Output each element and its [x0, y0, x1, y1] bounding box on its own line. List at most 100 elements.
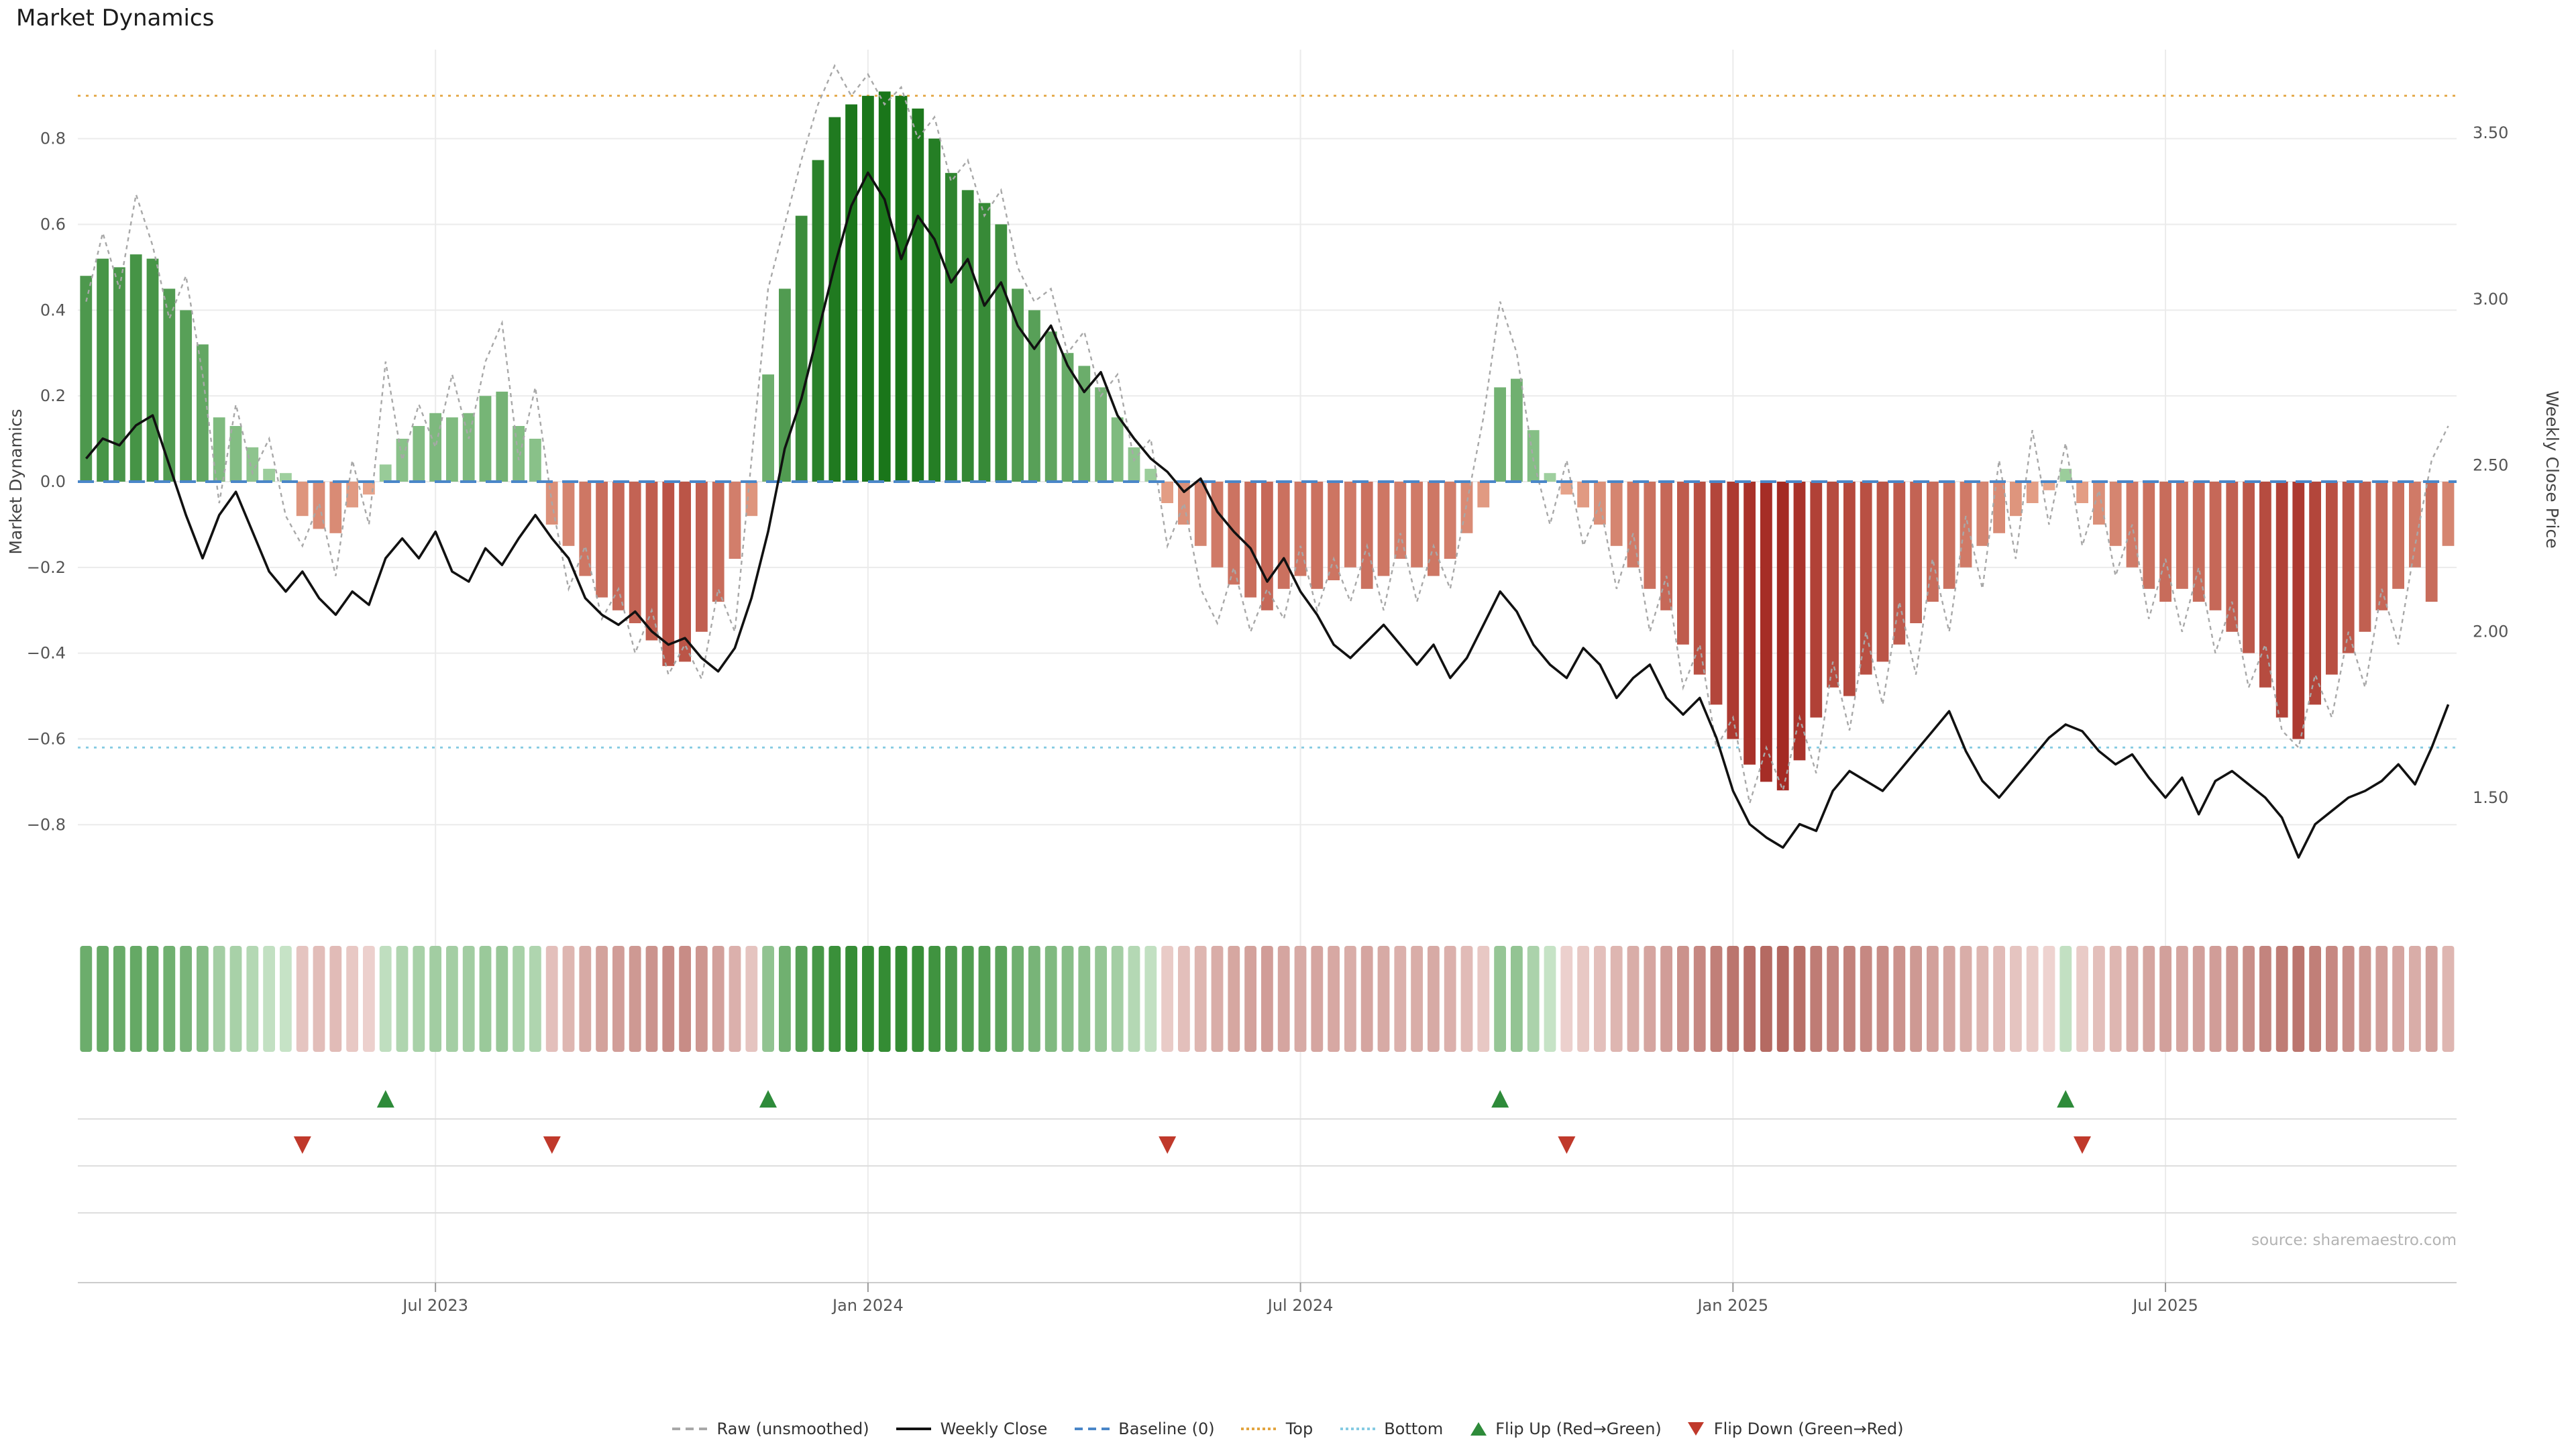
heatmap-cell: [2259, 946, 2271, 1052]
heatmap-cell: [1411, 946, 1423, 1052]
dynamics-bar: [513, 426, 525, 482]
dynamics-bar: [1910, 482, 1922, 623]
heatmap-cell: [1860, 946, 1872, 1052]
dynamics-bar: [1760, 482, 1772, 782]
heatmap-cell: [1477, 946, 1490, 1052]
bottom-legend-line-icon: [1340, 1428, 1375, 1430]
heatmap-cell: [662, 946, 675, 1052]
heatmap-cell: [545, 946, 558, 1052]
dynamics-bar: [1660, 482, 1672, 610]
dynamics-bar: [1860, 482, 1872, 675]
dynamics-bar: [2425, 482, 2438, 602]
source-text: source: sharemaestro.com: [2251, 1232, 2457, 1249]
dynamics-bar: [662, 482, 675, 666]
dynamics-bar: [1111, 417, 1124, 482]
dynamics-bar: [146, 258, 159, 482]
dynamics-bar: [596, 482, 608, 598]
dynamics-bar: [1411, 482, 1423, 568]
heatmap-cell: [329, 946, 342, 1052]
heatmap-cell: [912, 946, 924, 1052]
dynamics-bar: [329, 482, 342, 533]
heatmap-cell: [2176, 946, 2188, 1052]
heatmap-cell: [1261, 946, 1273, 1052]
dynamics-bar: [2309, 482, 2321, 705]
dynamics-bar: [912, 108, 924, 482]
dynamics-bar: [1277, 482, 1290, 589]
dynamics-bar: [1743, 482, 1756, 765]
legend-item-flip-down[interactable]: Flip Down (Green→Red): [1688, 1419, 1904, 1438]
flip-up-marker: [2057, 1090, 2075, 1108]
legend-item-weekly-close[interactable]: Weekly Close: [896, 1419, 1047, 1438]
heatmap-cell: [363, 946, 375, 1052]
legend-item-top[interactable]: Top: [1241, 1419, 1313, 1438]
dynamics-bar: [1012, 288, 1024, 482]
legend-item-flip-up[interactable]: Flip Up (Red→Green): [1470, 1419, 1662, 1438]
dynamics-bar: [180, 310, 192, 482]
heatmap-cell: [1044, 946, 1057, 1052]
y-axis-tick-label: 0.6: [40, 215, 66, 233]
x-axis-tick-label: Jul 2024: [1267, 1296, 1334, 1315]
legend-item-bottom[interactable]: Bottom: [1340, 1419, 1443, 1438]
legend-item-raw[interactable]: Raw (unsmoothed): [672, 1419, 869, 1438]
dynamics-bar: [1827, 482, 1839, 688]
dynamics-bar: [612, 482, 625, 610]
heatmap-cell: [1394, 946, 1407, 1052]
heatmap-cell: [812, 946, 824, 1052]
heatmap-cell: [2409, 946, 2421, 1052]
baseline-legend-line-icon: [1074, 1428, 1110, 1430]
dynamics-bar: [1095, 387, 1107, 482]
heatmap-cell: [2342, 946, 2355, 1052]
heatmap-cell: [429, 946, 441, 1052]
dynamics-bar: [895, 95, 908, 482]
heatmap-cell: [745, 946, 758, 1052]
heatmap-cell: [2375, 946, 2388, 1052]
dynamics-bar: [2392, 482, 2404, 589]
heatmap-cell: [645, 946, 658, 1052]
heatmap-cell: [2226, 946, 2239, 1052]
dynamics-bar: [2275, 482, 2288, 718]
heatmap-cell: [1960, 946, 1972, 1052]
heatmap-cell: [163, 946, 176, 1052]
dynamics-bar: [712, 482, 724, 602]
heatmap-cell: [1644, 946, 1656, 1052]
price-axis-tick-label: 1.50: [2473, 788, 2508, 807]
flip-down-marker: [293, 1136, 311, 1154]
dynamics-bar: [80, 276, 93, 482]
heatmap-cell: [413, 946, 425, 1052]
heatmap-cell: [2309, 946, 2321, 1052]
flip-up-marker: [759, 1090, 777, 1108]
heatmap-cell: [878, 946, 891, 1052]
dynamics-bar: [379, 464, 392, 482]
heatmap-cell: [1444, 946, 1456, 1052]
dynamics-bar: [945, 172, 957, 482]
dynamics-bar: [296, 482, 309, 517]
heatmap-cell: [2126, 946, 2139, 1052]
dynamics-bar: [1993, 482, 2005, 533]
price-axis-tick-label: 2.50: [2473, 456, 2508, 475]
dynamics-bar: [812, 160, 824, 482]
heatmap-cell: [2209, 946, 2222, 1052]
dynamics-bar: [113, 267, 125, 482]
heatmap-cell: [2109, 946, 2122, 1052]
heatmap-cell: [1061, 946, 1074, 1052]
heatmap-cell: [2292, 946, 2305, 1052]
dynamics-bar: [446, 417, 458, 482]
dynamics-bar: [529, 439, 541, 482]
dynamics-bar: [928, 138, 941, 482]
dynamics-bar: [2342, 482, 2355, 653]
dynamics-bar: [1577, 482, 1589, 508]
heatmap-cell: [1144, 946, 1157, 1052]
dynamics-bar: [2026, 482, 2039, 503]
dynamics-bar: [246, 447, 259, 482]
heatmap-cell: [1028, 946, 1040, 1052]
legend-item-baseline[interactable]: Baseline (0): [1074, 1419, 1215, 1438]
heatmap-cell: [2059, 946, 2072, 1052]
heatmap-cell: [1544, 946, 1556, 1052]
heatmap-cell: [446, 946, 458, 1052]
dynamics-bar: [413, 426, 425, 482]
dynamics-bar: [779, 288, 791, 482]
heatmap-cell: [129, 946, 142, 1052]
flip-down-marker: [2074, 1136, 2091, 1154]
heatmap-cell: [479, 946, 492, 1052]
heatmap-cell: [2043, 946, 2055, 1052]
